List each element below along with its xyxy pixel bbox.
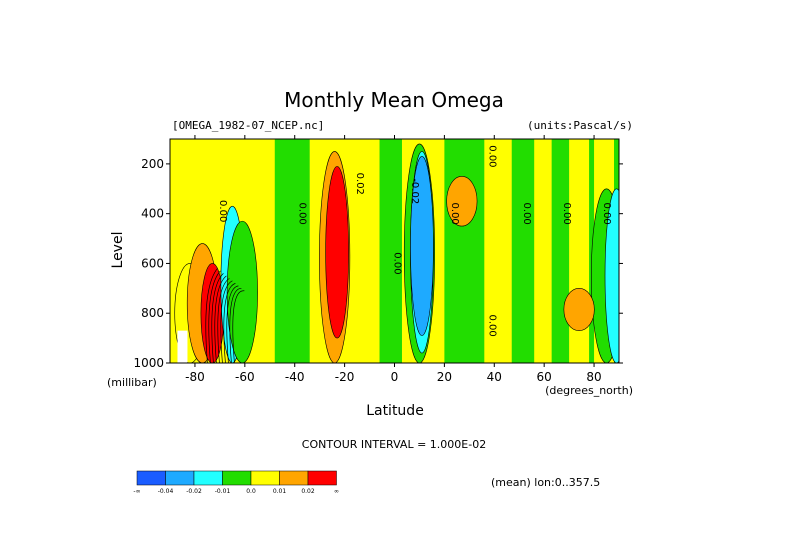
colorbar-label: -∞ bbox=[133, 488, 140, 495]
y-tick-label: 400 bbox=[141, 207, 164, 221]
x-tick-label: 40 bbox=[487, 370, 502, 384]
missing-data-block bbox=[177, 330, 188, 363]
contour-label: 0.00 bbox=[521, 203, 532, 225]
field-cell bbox=[410, 156, 434, 336]
plot-area bbox=[170, 139, 619, 363]
contour-label: 0.02 bbox=[354, 173, 365, 195]
y-tick-label: 1000 bbox=[133, 356, 164, 370]
contour-line bbox=[208, 270, 221, 363]
x-tick-label: -40 bbox=[285, 370, 305, 384]
field-band bbox=[534, 139, 552, 363]
contour-labels: 0.00 0.00 0.02 0.00 -0.02 0.00 0.00 0.00 0.00 0.0… bbox=[217, 145, 612, 337]
y-axis-units: (millibar) bbox=[107, 376, 157, 389]
colorbar-swatch bbox=[193, 470, 223, 486]
y-axis-label: Level bbox=[110, 232, 126, 269]
colorbar-label: 0.01 bbox=[273, 488, 287, 495]
contour-line bbox=[220, 280, 233, 363]
contour-line bbox=[226, 285, 239, 363]
colorbar-label: 0.0 bbox=[246, 488, 256, 495]
contour-label: 0.00 bbox=[486, 315, 497, 337]
contour-line bbox=[217, 278, 230, 363]
contour-label: 0.00 bbox=[297, 203, 308, 225]
x-tick-label: 80 bbox=[586, 370, 601, 384]
contour-label: 0.00 bbox=[561, 203, 572, 225]
colorbar-swatch bbox=[279, 470, 309, 486]
x-tick-label: 0 bbox=[391, 370, 399, 384]
colorbar-swatch bbox=[222, 470, 252, 486]
contour-label: 0.00 bbox=[486, 145, 497, 167]
x-axis-units: (degrees_north) bbox=[545, 384, 633, 397]
y-tick-label: 600 bbox=[141, 256, 164, 270]
colorbar-label: 0.02 bbox=[301, 488, 315, 495]
x-tick-label: 60 bbox=[537, 370, 552, 384]
contour-label: 0.00 bbox=[217, 200, 228, 222]
contour-line bbox=[229, 287, 242, 363]
field-band bbox=[484, 139, 512, 363]
contour-interval-text: CONTOUR INTERVAL = 1.000E-02 bbox=[302, 438, 486, 451]
x-tick-label: -20 bbox=[335, 370, 355, 384]
contour-line bbox=[232, 290, 245, 363]
contour-line bbox=[214, 275, 227, 363]
contour-label: -0.02 bbox=[409, 178, 420, 204]
colorbar-label: -0.01 bbox=[215, 488, 231, 495]
contour-label: 0.00 bbox=[392, 252, 403, 274]
contour-label: 0.00 bbox=[449, 203, 460, 225]
x-tick-label: -80 bbox=[185, 370, 205, 384]
colorbar-label: ∞ bbox=[334, 488, 339, 495]
colorbar-swatch bbox=[307, 470, 337, 486]
field-cell bbox=[226, 220, 258, 363]
chart-title: Monthly Mean Omega bbox=[284, 88, 504, 112]
field-cell bbox=[325, 166, 349, 339]
colorbar: -∞ -0.04 -0.02 -0.01 0.0 0.01 0.02 ∞ bbox=[133, 470, 339, 495]
contour-line bbox=[211, 273, 224, 363]
contour-label: 0.00 bbox=[601, 203, 612, 225]
x-axis-ticks: -80 -60 -40 -20 0 20 40 60 80 bbox=[185, 135, 602, 384]
x-tick-label: 20 bbox=[437, 370, 452, 384]
field-cell bbox=[446, 176, 478, 227]
y-axis-ticks: 200 400 600 800 1000 bbox=[133, 157, 623, 370]
x-axis-label: Latitude bbox=[366, 403, 424, 419]
y-tick-label: 200 bbox=[141, 157, 164, 171]
contour-line bbox=[205, 268, 218, 363]
chart-subtitle-units: (units:Pascal/s) bbox=[527, 119, 633, 132]
colorbar-swatch bbox=[136, 470, 166, 486]
field-cell bbox=[604, 188, 619, 363]
x-tick-label: -60 bbox=[235, 370, 255, 384]
colorbar-swatch bbox=[165, 470, 195, 486]
y-tick-label: 800 bbox=[141, 306, 164, 320]
footer-longitude-note: (mean) lon:0..357.5 bbox=[491, 476, 600, 489]
chart-subtitle-source: [OMEGA_1982-07_NCEP.nc] bbox=[172, 119, 324, 132]
colorbar-label: -0.04 bbox=[158, 488, 174, 495]
colorbar-label: -0.02 bbox=[186, 488, 202, 495]
field-cell bbox=[563, 288, 595, 331]
contour-line bbox=[223, 283, 236, 363]
colorbar-swatch bbox=[250, 470, 280, 486]
